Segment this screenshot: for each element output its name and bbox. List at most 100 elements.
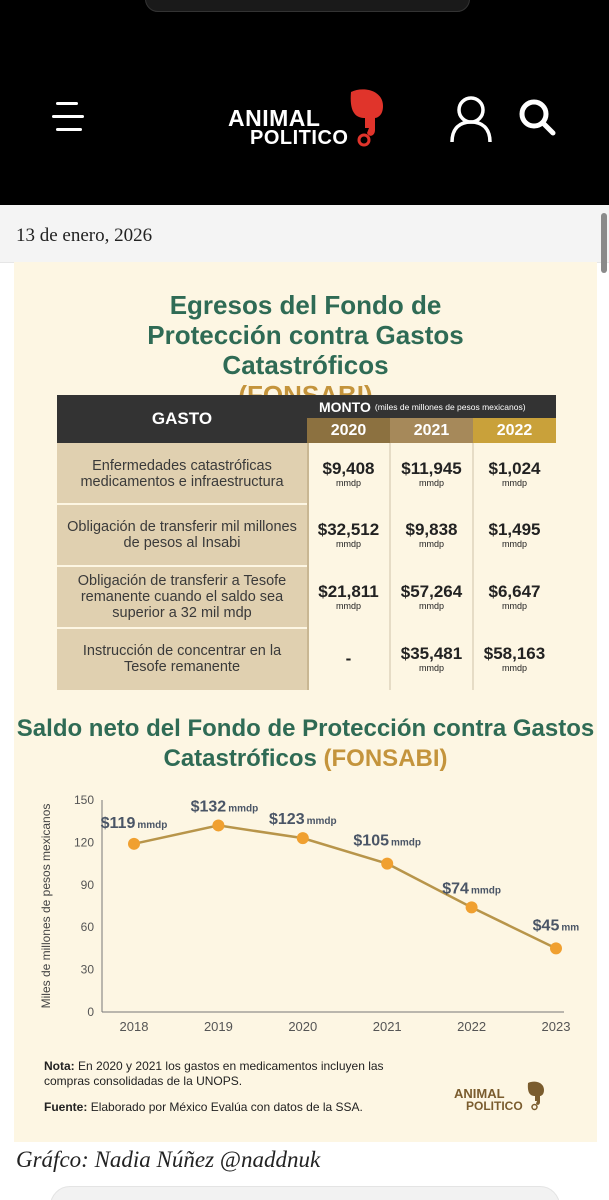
value-cell: $11,945 mmdp [390,443,473,504]
data-label: $74 mmdp [442,880,501,897]
row-divider [57,627,556,629]
table-row: Enfermedades catastróficas medicamentos … [57,443,556,504]
scrollbar[interactable] [601,213,607,273]
unit: mmdp [418,539,444,549]
table-title: Egresos del Fondo de Protección contra G… [14,290,597,410]
data-label: $105 mmdp [353,833,421,850]
value: $58,163 [483,644,546,663]
chart-title-acronym: (FONSABI) [323,745,448,772]
value-cell: $1,024 mmdp [473,443,556,504]
data-point [128,837,140,850]
row-label: Obligación de transferir a Tesofe remane… [57,566,307,628]
value-cell: $58,163 mmdp [473,628,556,690]
elephant-logo-icon [350,89,383,147]
chart-title-main: Saldo neto del Fondo de Protección contr… [16,715,595,772]
source: Fuente: Elaborado por México Evalúa con … [44,1100,444,1115]
x-tick-label: 2019 [204,1019,233,1034]
unit: mmdp [335,539,361,549]
row-label: Enfermedades catastróficas medicamentos … [57,443,307,504]
column-divider [307,443,309,690]
value: $57,264 [400,582,463,601]
unit: mmdp [335,477,361,488]
x-tick-label: 2022 [457,1019,486,1034]
infographic-logo: ANIMAL POLITICO [454,1077,564,1117]
unit: mmdp [418,477,444,488]
value: $11,945 [401,458,462,478]
logo-text-animal: ANIMAL [228,105,321,131]
header-year-2020: 2020 [307,418,390,443]
table-row: Obligación de transferir a Tesofe remane… [57,566,556,628]
user-icon[interactable] [448,94,494,144]
data-label: $119 mmdp [101,815,168,832]
x-tick-label: 2020 [288,1019,317,1034]
note-label: Nota: [44,1059,75,1073]
y-tick-label: 0 [87,1005,94,1019]
unit: mmdp [501,539,527,549]
value: - [345,649,352,668]
infographic-image: Egresos del Fondo de Protección contra G… [14,262,597,1142]
unit: mmdp [501,601,527,611]
column-divider [472,443,474,690]
note: Nota: En 2020 y 2021 los gastos en medic… [44,1059,404,1089]
line-chart: Miles de millones de pesos mexicanos 0 30 6… [39,793,579,1034]
logo-text-politico: POLITICO [250,127,349,149]
value-cell: $57,264 mmdp [390,566,473,628]
row-label: Instrucción de concentrar en la Tesofe r… [57,628,307,690]
data-point [550,942,562,955]
y-tick-label: 60 [81,920,95,934]
chart-title: Saldo neto del Fondo de Protección contr… [14,714,597,774]
unit: mmdp [501,663,527,673]
unit: mmdp [335,601,361,611]
table-row: Instrucción de concentrar en la Tesofe r… [57,628,556,690]
data-point [212,819,225,832]
source-text: Elaborado por México Evalúa con datos de… [90,1100,363,1114]
data-label: $132 mmdp [191,798,259,815]
data-point [381,857,394,870]
infographic-logo-line2: POLITICO [466,1099,523,1113]
value-cell: $32,512 mmdp [307,504,390,566]
value: $35,481 [400,644,463,663]
infographic-logo-line1: ANIMAL [454,1086,505,1101]
x-tick-label: 2018 [120,1019,149,1034]
bottom-bar[interactable] [50,1186,560,1200]
unit: mmdp [501,477,527,488]
column-divider [389,443,391,690]
publish-date: 13 de enero, 2026 [16,225,153,246]
value-cell: $1,495 mmdp [473,504,556,566]
data-label: $123 mmdp [269,811,337,828]
y-tick-label: 120 [74,835,94,849]
table-row: Obligación de transferir mil millones de… [57,504,556,566]
header-gasto: GASTO [57,395,307,443]
address-bar[interactable] [145,0,470,12]
header-monto-note: (miles de millones de pesos mexicanos) [374,401,526,412]
site-logo[interactable]: ANIMAL POLITICO [228,88,388,149]
value: $1,024 [488,458,541,478]
image-credit: Gráfco: Nadia Núñez @naddnuk [16,1147,321,1172]
row-label: Obligación de transferir mil millones de… [57,504,307,566]
y-axis-label: Miles de millones de pesos mexicanos [39,804,53,1009]
value: $6,647 [488,582,541,601]
value-cell: $9,408 mmdp [307,443,390,504]
data-point [296,832,309,845]
y-tick-label: 90 [81,878,95,892]
row-divider [57,565,556,567]
elephant-logo-icon [527,1081,544,1111]
value: $21,811 [318,582,379,601]
header-year-2022: 2022 [473,418,556,443]
row-divider [57,503,556,505]
unit: mmdp [418,601,444,611]
value: $32,512 [317,520,380,539]
y-tick-label: 30 [81,963,95,977]
source-label: Fuente: [44,1100,88,1114]
value: $1,495 [488,520,541,539]
hamburger-menu-icon[interactable] [52,100,84,134]
unit: mmdp [418,663,444,673]
value-cell: $9,838 mmdp [390,504,473,566]
search-icon[interactable] [516,96,558,138]
value-cell: $35,481 mmdp [390,628,473,690]
note-text: En 2020 y 2021 los gastos en medicamento… [44,1059,384,1088]
series-line [133,824,557,950]
x-tick-label: 2021 [373,1019,402,1034]
site-header: ANIMAL POLITICO [0,0,609,205]
